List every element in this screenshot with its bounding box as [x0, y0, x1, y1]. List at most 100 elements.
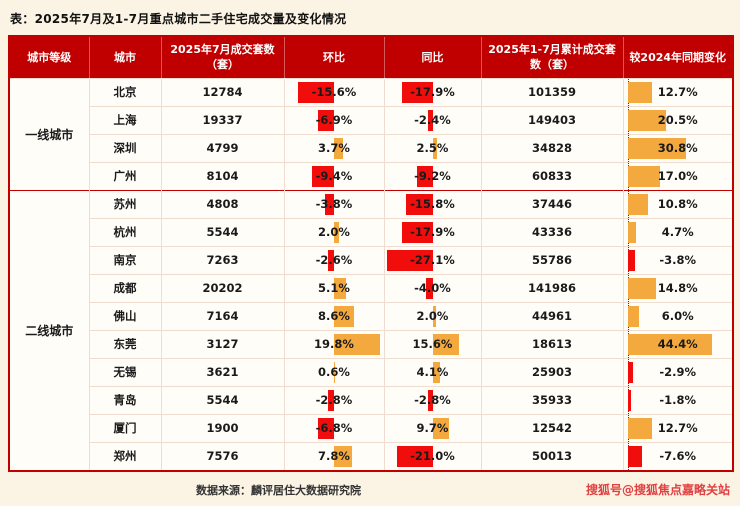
- yoy-bar-cell: 15.6%: [383, 329, 481, 359]
- negative-bar: [318, 417, 334, 439]
- bar-value-label: 2.5%: [416, 141, 449, 156]
- negative-bar: [328, 249, 334, 271]
- city-cell: 上海: [88, 105, 161, 135]
- city-cell: 苏州: [88, 189, 161, 219]
- vs-2024-bar-cell: 12.7%: [622, 77, 733, 107]
- col-header-yoy: 同比: [383, 36, 481, 79]
- table-row: 上海 19337 -6.9% -2.4% 149403 20.5%: [9, 105, 733, 135]
- col-header-vs-2024: 较2024年同期变化: [622, 36, 733, 79]
- table-row: 二线城市 苏州 4808 -3.8% -15.8% 37446 10.8%: [8, 189, 733, 471]
- yoy-bar-cell: 4.1%: [383, 357, 481, 387]
- jul-sales-cell: 20202: [160, 273, 284, 303]
- positive-bar: [432, 417, 449, 439]
- positive-bar: [627, 277, 656, 299]
- mom-bar-cell: -15.6%: [283, 77, 384, 107]
- bar-value-label: 19.8%: [314, 337, 354, 352]
- tier-cell: 一线城市: [8, 77, 89, 191]
- yoy-bar-cell: -17.9%: [383, 217, 481, 247]
- vs-2024-bar-cell: -7.6%: [622, 441, 733, 471]
- jul-sales-cell: 3127: [160, 329, 284, 359]
- jul-sales-cell: 8104: [160, 161, 284, 191]
- col-header-tier: 城市等级: [9, 36, 89, 79]
- table-row: 无锡 3621 0.6% 4.1% 25903 -2.9%: [9, 357, 733, 387]
- city-cell: 北京: [88, 77, 161, 107]
- mom-bar-cell: 3.7%: [283, 133, 384, 163]
- positive-bar: [627, 333, 712, 355]
- bar-value-label: -6.9%: [315, 113, 353, 128]
- data-table: 城市等级 城市 2025年7月成交套数（套） 环比 同比 2025年1-7月累计…: [8, 35, 734, 472]
- negative-bar: [627, 361, 633, 383]
- tier-cell: 二线城市: [8, 189, 89, 471]
- cum-sales-cell: 101359: [480, 77, 623, 107]
- bar-value-label: -27.1%: [410, 253, 455, 268]
- negative-bar: [325, 193, 334, 215]
- mom-bar-cell: -9.4%: [283, 161, 384, 191]
- bar-value-label: -21.0%: [410, 449, 455, 464]
- bar-value-label: -2.4%: [414, 113, 451, 128]
- positive-bar: [334, 361, 336, 383]
- positive-bar: [334, 221, 339, 243]
- mom-bar-cell: 19.8%: [283, 329, 384, 359]
- vs-2024-bar-cell: 14.8%: [622, 273, 733, 303]
- jul-sales-cell: 7263: [160, 245, 284, 275]
- positive-bar: [432, 305, 436, 327]
- city-cell: 厦门: [88, 413, 161, 443]
- vs-2024-bar-cell: 4.7%: [622, 217, 733, 247]
- vs-2024-bar-cell: 44.4%: [622, 329, 733, 359]
- negative-bar: [416, 165, 433, 187]
- bar-value-label: 20.5%: [657, 113, 698, 128]
- bar-value-label: 0.6%: [318, 365, 350, 380]
- negative-bar: [402, 221, 433, 243]
- positive-bar: [627, 221, 637, 243]
- negative-bar: [405, 193, 433, 215]
- cum-sales-cell: 43336: [480, 217, 623, 247]
- jul-sales-cell: 4799: [160, 133, 284, 163]
- negative-bar: [627, 445, 642, 467]
- table-row: 成都 20202 5.1% -4.0% 141986 14.8%: [9, 273, 733, 303]
- negative-bar: [396, 445, 433, 467]
- bar-value-label: -1.8%: [659, 393, 697, 408]
- col-header-city: 城市: [88, 36, 161, 79]
- cum-sales-cell: 149403: [480, 105, 623, 135]
- jul-sales-cell: 5544: [160, 217, 284, 247]
- vs-2024-bar-cell: 20.5%: [622, 105, 733, 135]
- bar-value-label: -4.0%: [414, 281, 451, 296]
- city-cell: 青岛: [88, 385, 161, 415]
- table-row: 杭州 5544 2.0% -17.9% 43336 4.7%: [9, 217, 733, 247]
- city-cell: 广州: [88, 161, 161, 191]
- bar-value-label: -15.6%: [311, 85, 357, 100]
- bar-value-label: 9.7%: [416, 421, 449, 436]
- city-cell: 成都: [88, 273, 161, 303]
- city-cell: 南京: [88, 245, 161, 275]
- positive-bar: [627, 165, 660, 187]
- mom-bar-cell: -2.6%: [283, 245, 384, 275]
- cum-sales-cell: 60833: [480, 161, 623, 191]
- bar-value-label: 12.7%: [657, 421, 698, 436]
- bar-value-label: -17.9%: [410, 225, 455, 240]
- yoy-bar-cell: -2.4%: [383, 105, 481, 135]
- cum-sales-cell: 37446: [480, 189, 623, 219]
- table-row: 郑州 7576 7.8% -21.0% 50013 -7.6%: [9, 441, 733, 471]
- bar-value-label: 44.4%: [657, 337, 698, 352]
- page-title: 表：2025年7月及1-7月重点城市二手住宅成交量及变化情况: [10, 12, 347, 26]
- footer: 数据来源：麟评居住大数据研究院 搜狐号@搜狐焦点嘉略关站: [8, 478, 732, 506]
- bar-value-label: 12.7%: [657, 85, 698, 100]
- bar-value-label: 6.0%: [661, 309, 694, 324]
- vs-2024-bar-cell: 17.0%: [622, 161, 733, 191]
- bar-value-label: 10.8%: [657, 197, 698, 212]
- table-row: 厦门 1900 -6.8% 9.7% 12542 12.7%: [9, 413, 733, 443]
- bar-value-label: 4.1%: [416, 365, 449, 380]
- positive-bar: [432, 333, 459, 355]
- table-row: 青岛 5544 -2.8% -2.8% 35933 -1.8%: [9, 385, 733, 415]
- col-header-jul-sales: 2025年7月成交套数（套）: [160, 36, 284, 79]
- jul-sales-cell: 4808: [160, 189, 284, 219]
- city-cell: 郑州: [88, 441, 161, 471]
- table-row: 东莞 3127 19.8% 15.6% 18613 44.4%: [9, 329, 733, 359]
- mom-bar-cell: -6.9%: [283, 105, 384, 135]
- vs-2024-bar-cell: 12.7%: [622, 413, 733, 443]
- bar-value-label: -2.9%: [659, 365, 697, 380]
- bar-value-label: -9.2%: [414, 169, 451, 184]
- bar-value-label: 2.0%: [318, 225, 350, 240]
- jul-sales-cell: 12784: [160, 77, 284, 107]
